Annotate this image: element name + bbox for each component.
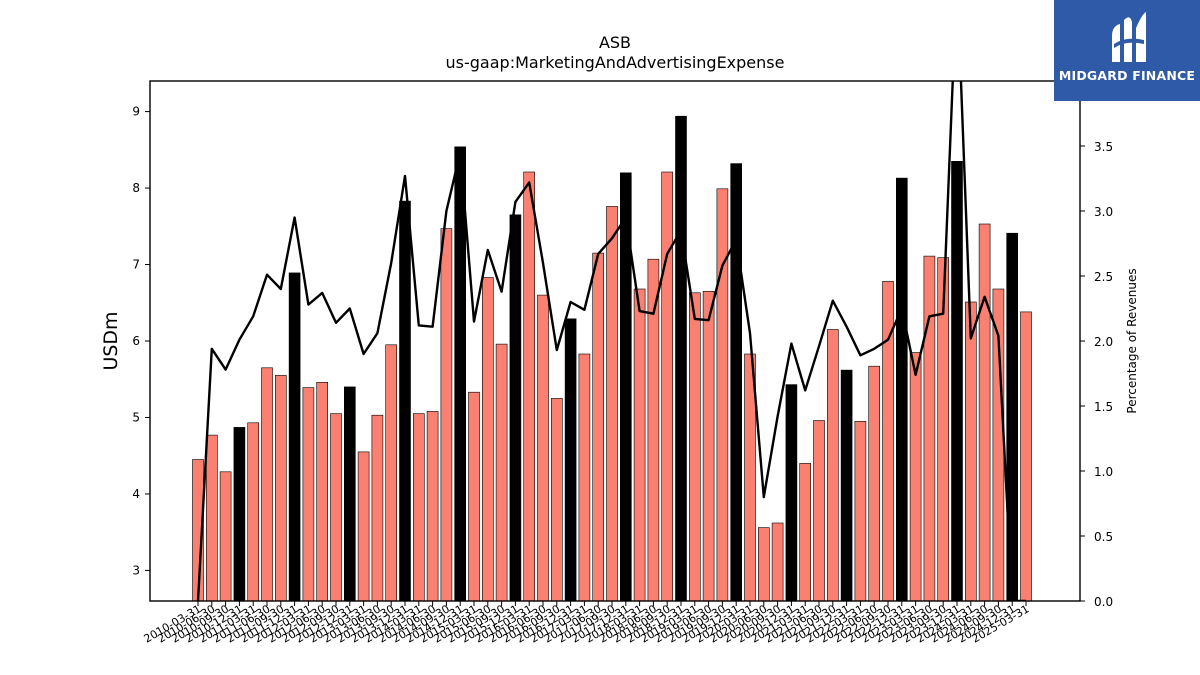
- percentage-line: [196, 81, 1026, 601]
- y2-tick-label: 1.5: [1094, 400, 1113, 414]
- bar-2023-06-30: [923, 255, 936, 602]
- bar-2019-12-31: [730, 163, 743, 602]
- bar-2012-06-30: [316, 381, 329, 602]
- bar-2018-09-30: [661, 171, 674, 602]
- bar-2012-12-31: [343, 386, 356, 602]
- bar-2021-06-30: [813, 420, 825, 602]
- left-y-axis: 3 4 5 6 7 8 9: [132, 105, 150, 577]
- y2-tick-label: 0.0: [1094, 595, 1113, 609]
- percentage-line-group: [196, 81, 1026, 601]
- y2-tick-label: 2.5: [1094, 270, 1113, 284]
- bar-2017-09-30: [606, 206, 618, 602]
- bar-2013-03-31: [357, 451, 370, 602]
- y2-tick-label: 0.5: [1094, 530, 1113, 544]
- bar-2012-09-30: [330, 413, 342, 602]
- bar-2014-12-31: [454, 146, 467, 602]
- midgard-logo-icon: [1112, 12, 1146, 62]
- bar-2019-06-30: [702, 290, 715, 602]
- bar-2023-12-31: [951, 161, 963, 602]
- bar-2014-09-30: [440, 228, 453, 602]
- bar-2011-12-31: [288, 272, 301, 602]
- bar-2019-09-30: [716, 188, 729, 602]
- bar-2016-06-30: [537, 294, 549, 602]
- bar-2024-03-31: [964, 301, 977, 602]
- y-tick-label: 4: [132, 487, 140, 501]
- bar-2020-12-31: [785, 384, 798, 602]
- bar-2010-12-31: [233, 427, 246, 602]
- bar-2023-03-31: [909, 352, 922, 602]
- brand-name: MIDGARD FINANCE: [1058, 68, 1196, 83]
- chart-subtitle: us-gaap:MarketingAndAdvertisingExpense: [446, 53, 785, 72]
- bar-2011-09-30: [274, 375, 287, 602]
- bar-2020-09-30: [771, 522, 784, 602]
- bar-2014-06-30: [426, 411, 439, 602]
- bar-2015-03-31: [468, 391, 480, 602]
- bar-2016-12-31: [564, 318, 577, 602]
- bar-2010-09-30: [219, 471, 232, 602]
- bar-2012-03-31: [302, 387, 315, 602]
- bar-2010-06-30: [206, 434, 218, 602]
- right-y-axis: 0.00.51.01.52.02.53.03.54.0: [1080, 75, 1113, 609]
- bar-2018-12-31: [675, 115, 687, 602]
- bar-2022-12-31: [895, 177, 908, 602]
- bar-2011-03-31: [247, 422, 259, 602]
- bar-2016-09-30: [550, 398, 563, 602]
- bar-2014-03-31: [412, 413, 425, 602]
- y-axis-label: USDm: [100, 311, 122, 370]
- bar-2011-06-30: [261, 367, 273, 602]
- bar-2021-03-31: [799, 463, 812, 602]
- bar-2022-06-30: [868, 365, 881, 602]
- bar-2022-03-31: [854, 420, 867, 602]
- bar-2020-06-30: [757, 527, 770, 602]
- bar-2019-03-31: [688, 292, 701, 602]
- bar-2018-03-31: [633, 288, 646, 602]
- y-tick-label: 3: [132, 563, 140, 577]
- bar-2015-09-30: [495, 343, 508, 602]
- brand-logo: MIDGARD FINANCE: [1054, 0, 1200, 101]
- bar-2015-06-30: [481, 277, 494, 602]
- y2-tick-label: 1.0: [1094, 465, 1113, 479]
- bar-2013-06-30: [371, 414, 384, 602]
- y-tick-label: 7: [132, 258, 140, 272]
- y2-axis-label: Percentage of Revenues: [1125, 268, 1139, 413]
- bar-2015-12-31: [509, 214, 522, 602]
- y-tick-label: 5: [132, 410, 140, 424]
- y2-tick-label: 3.5: [1094, 140, 1113, 154]
- bar-2013-12-31: [399, 200, 411, 602]
- bar-2024-06-30: [978, 223, 991, 602]
- x-axis: 2010-03-312010-06-302010-09-302010-12-31…: [142, 601, 1032, 646]
- y-tick-label: 9: [132, 105, 140, 119]
- bar-2021-09-30: [826, 329, 839, 602]
- bar-2013-09-30: [385, 344, 398, 602]
- bar-2025-03-31: [1020, 311, 1032, 602]
- bar-2017-03-31: [578, 353, 591, 602]
- bars-group: [192, 115, 1032, 602]
- y-tick-label: 8: [132, 181, 140, 195]
- bar-2017-06-30: [592, 252, 605, 602]
- chart-title: ASB: [599, 33, 631, 52]
- y-tick-label: 6: [132, 334, 140, 348]
- y2-tick-label: 2.0: [1094, 335, 1113, 349]
- bar-2021-12-31: [840, 369, 853, 602]
- bar-2016-03-31: [523, 171, 536, 602]
- y2-tick-label: 3.0: [1094, 205, 1113, 219]
